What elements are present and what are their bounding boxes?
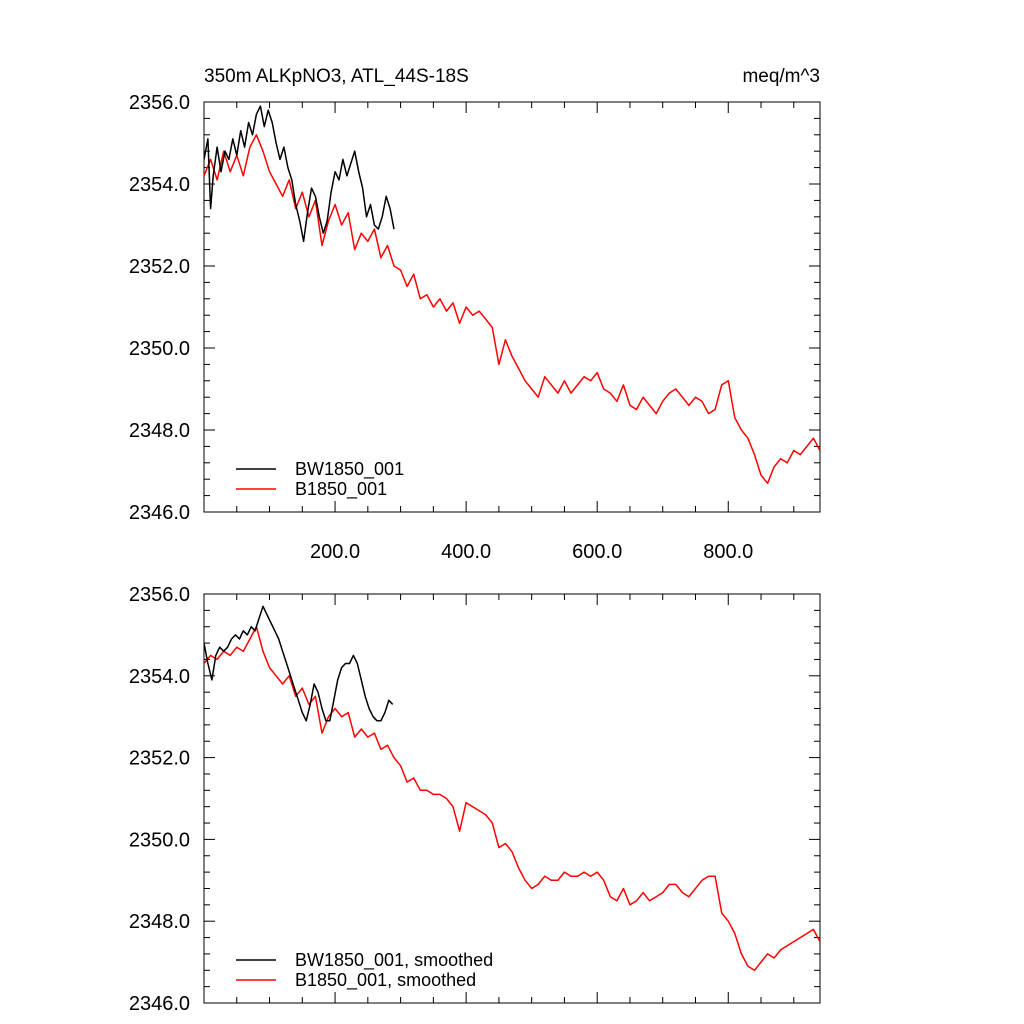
- x-tick-label: 200.0: [310, 541, 360, 563]
- x-tick-label: 800.0: [703, 541, 753, 563]
- y-tick-label: 2354.0: [129, 666, 190, 688]
- y-tick-label: 2354.0: [129, 174, 190, 196]
- plot-frame: [203, 101, 821, 513]
- y-tick-label: 2348.0: [129, 911, 190, 933]
- series-line-0: [204, 105, 395, 243]
- y-tick-label: 2346.0: [129, 993, 190, 1015]
- legend-label: BW1850_001: [295, 459, 404, 480]
- series-line-1: [204, 625, 820, 972]
- bottom-panel: 2346.0 2348.0 2350.0 2352.0 2354.0 2356.0 BW18…: [129, 584, 821, 1015]
- y-tick-label: 2356.0: [129, 584, 190, 606]
- series-line-1: [204, 134, 820, 485]
- plot-frame: [203, 593, 821, 1004]
- y-tick-label: 2352.0: [129, 748, 190, 770]
- chart-title: 350m ALKpNO3, ATL_44S-18S: [204, 66, 469, 87]
- legend-label: B1850_001: [295, 479, 387, 500]
- y-tick-label: 2350.0: [129, 829, 190, 851]
- units-label: meq/m^3: [742, 66, 820, 87]
- legend-label: B1850_001, smoothed: [295, 970, 476, 991]
- series-line-0: [204, 605, 394, 722]
- x-tick-label: 400.0: [441, 541, 491, 563]
- y-tick-label: 2348.0: [129, 420, 190, 442]
- legend-label: BW1850_001, smoothed: [295, 950, 493, 971]
- y-tick-label: 2346.0: [129, 502, 190, 524]
- top-panel: 350m ALKpNO3, ATL_44S-18S meq/m^3 2346.0…: [129, 66, 821, 563]
- y-tick-label: 2350.0: [129, 338, 190, 360]
- y-tick-label: 2356.0: [129, 92, 190, 114]
- x-tick-label: 600.0: [572, 541, 622, 563]
- y-tick-label: 2352.0: [129, 256, 190, 278]
